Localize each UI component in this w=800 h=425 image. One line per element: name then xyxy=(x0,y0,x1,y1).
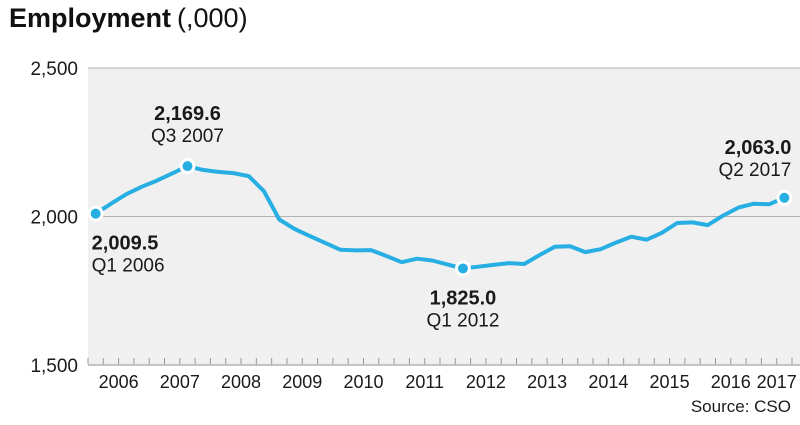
employment-trend-line xyxy=(93,164,787,271)
annotation-value: 1,825.0 xyxy=(430,287,497,309)
x-axis-label: 2007 xyxy=(160,372,200,392)
annotation-period: Q1 2006 xyxy=(92,256,165,277)
data-point-marker xyxy=(454,260,471,277)
x-axis-label: 2008 xyxy=(221,372,261,392)
y-axis-label: 1,500 xyxy=(30,356,78,377)
data-point-marker xyxy=(87,205,104,222)
annotation-period: Q1 2012 xyxy=(427,310,500,331)
x-axis-label: 2017 xyxy=(757,372,797,392)
chart-title-unit: (,000) xyxy=(177,3,248,33)
x-axis-label: 2009 xyxy=(282,372,322,392)
data-point-marker xyxy=(776,189,793,206)
data-point-marker xyxy=(179,158,196,175)
annotation-value: 2,063.0 xyxy=(725,137,792,159)
annotation-period: Q3 2007 xyxy=(151,126,224,147)
x-axis-label: 2015 xyxy=(650,372,690,392)
chart-title-main: Employment xyxy=(9,3,172,33)
annotation-value: 2,009.5 xyxy=(92,233,159,255)
annotation-value: 2,169.6 xyxy=(154,103,221,125)
x-axis-label: 2014 xyxy=(588,372,628,392)
x-axis-label: 2011 xyxy=(405,372,444,392)
annotation-period: Q2 2017 xyxy=(718,160,791,181)
x-axis-label: 2010 xyxy=(343,372,383,392)
source-credit: Source: CSO xyxy=(690,397,791,416)
y-axis-label: 2,500 xyxy=(30,59,78,80)
chart-title: Employment (,000) xyxy=(9,3,248,34)
x-axis-label: 2006 xyxy=(99,372,139,392)
y-axis-label: 2,000 xyxy=(30,208,78,229)
x-axis-label: 2013 xyxy=(527,372,567,392)
x-axis-label: 2012 xyxy=(466,372,506,392)
x-axis-label: 2016 xyxy=(711,372,751,392)
